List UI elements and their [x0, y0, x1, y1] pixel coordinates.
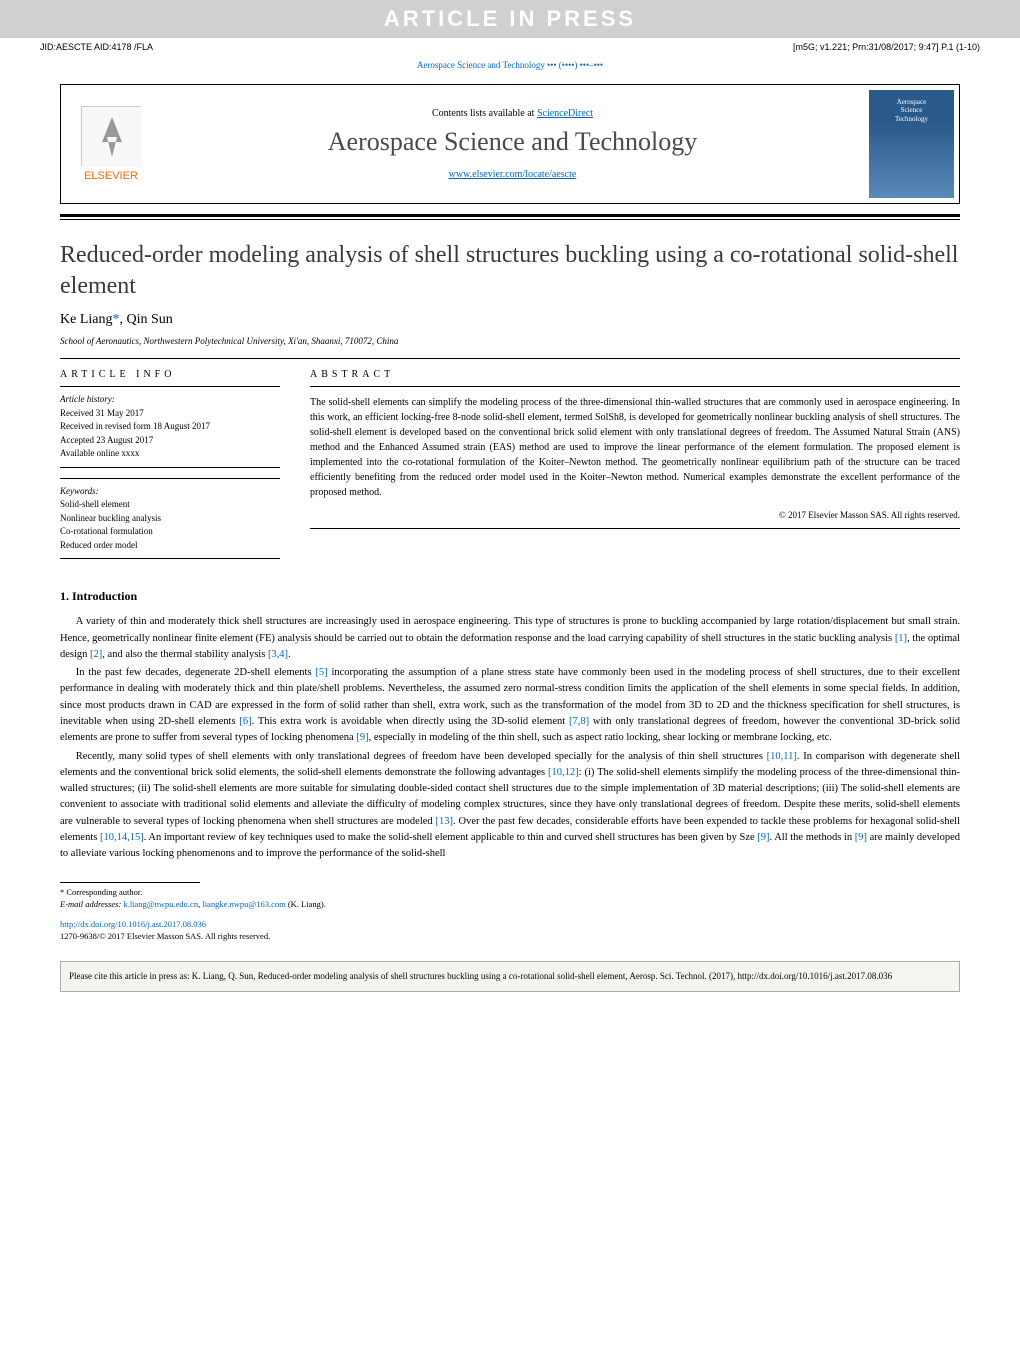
hr-thick — [60, 214, 960, 217]
footnote-email: E-mail addresses: k.liang@nwpu.edu.cn, l… — [60, 899, 960, 911]
footnote-sep — [60, 882, 200, 883]
keyword-0: Solid-shell element — [60, 498, 280, 512]
ref-9a[interactable]: [9] — [356, 732, 368, 743]
p1d: . — [288, 649, 291, 660]
authors: Ke Liang*, Qin Sun — [60, 312, 960, 328]
ref-1011[interactable]: [10,11] — [767, 751, 797, 762]
ref-13[interactable]: [13] — [436, 816, 454, 827]
ref-9c[interactable]: [9] — [855, 832, 867, 843]
keyword-1: Nonlinear buckling analysis — [60, 512, 280, 526]
online-date: Available online xxxx — [60, 447, 280, 461]
sciencedirect-link[interactable]: ScienceDirect — [537, 108, 593, 119]
article-info-col: ARTICLE INFO Article history: Received 3… — [60, 369, 280, 559]
corr-mark[interactable]: * — [112, 312, 119, 327]
author-2: Qin Sun — [126, 312, 172, 327]
para-1: A variety of thin and moderately thick s… — [60, 614, 960, 663]
keyword-3: Reduced order model — [60, 539, 280, 553]
ref-34[interactable]: [3,4] — [268, 649, 288, 660]
ref-1012[interactable]: [10,12] — [548, 767, 579, 778]
p3e: . An important review of key techniques … — [144, 832, 758, 843]
ref-78[interactable]: [7,8] — [569, 716, 589, 727]
email-name: (K. Liang). — [286, 899, 326, 909]
header-meta-right: [m5G; v1.221; Prn:31/08/2017; 9:47] P.1 … — [793, 42, 980, 52]
p2e: , especially in modeling of the thin she… — [369, 732, 832, 743]
abstract-header: ABSTRACT — [310, 369, 960, 380]
para-3: Recently, many solid types of shell elem… — [60, 749, 960, 863]
para-2: In the past few decades, degenerate 2D-s… — [60, 665, 960, 746]
journal-center: Contents lists available at ScienceDirec… — [161, 85, 864, 203]
received-date: Received 31 May 2017 — [60, 407, 280, 421]
journal-link[interactable]: www.elsevier.com/locate/aescte — [449, 169, 577, 180]
sep-line — [60, 358, 960, 359]
ref-9b[interactable]: [9] — [757, 832, 769, 843]
article-info-header: ARTICLE INFO — [60, 369, 280, 380]
contents-line: Contents lists available at ScienceDirec… — [432, 108, 593, 119]
p1c: , and also the thermal stability analysi… — [102, 649, 268, 660]
elsevier-tree-icon — [81, 106, 141, 166]
info-abstract-row: ARTICLE INFO Article history: Received 3… — [60, 369, 960, 559]
ref-101415[interactable]: [10,14,15] — [100, 832, 144, 843]
author-1: Ke Liang — [60, 312, 112, 327]
footnote-corr: * Corresponding author. — [60, 887, 960, 899]
doi-line: http://dx.doi.org/10.1016/j.ast.2017.08.… — [60, 919, 960, 929]
ref-2[interactable]: [2] — [90, 649, 102, 660]
journal-ref: Aerospace Science and Technology ••• (••… — [0, 56, 1020, 74]
copyright-bottom: 1270-9638/© 2017 Elsevier Masson SAS. Al… — [60, 931, 960, 941]
abstract-text: The solid-shell elements can simplify th… — [310, 386, 960, 500]
journal-name: Aerospace Science and Technology — [328, 127, 698, 157]
p2c: . This extra work is avoidable when dire… — [252, 716, 569, 727]
article-history-block: Article history: Received 31 May 2017 Re… — [60, 386, 280, 468]
keywords-block: Keywords: Solid-shell element Nonlinear … — [60, 478, 280, 560]
affiliation: School of Aeronautics, Northwestern Poly… — [60, 336, 960, 346]
cover-thumb-text1: Aerospace — [897, 98, 927, 106]
header-meta: JID:AESCTE AID:4178 /FLA [m5G; v1.221; P… — [0, 38, 1020, 56]
ref-5[interactable]: [5] — [315, 667, 327, 678]
keywords-label: Keywords: — [60, 485, 280, 499]
section-1-heading: 1. Introduction — [60, 589, 960, 604]
cover-thumb-text2: Science — [901, 106, 923, 114]
doi-link[interactable]: http://dx.doi.org/10.1016/j.ast.2017.08.… — [60, 919, 206, 929]
elsevier-logo: ELSEVIER — [61, 85, 161, 203]
hr-thin — [60, 219, 960, 220]
cite-box: Please cite this article in press as: K.… — [60, 961, 960, 992]
ref-6[interactable]: [6] — [239, 716, 251, 727]
p1a: A variety of thin and moderately thick s… — [60, 616, 960, 643]
article-title: Reduced-order modeling analysis of shell… — [60, 240, 960, 302]
section-introduction: 1. Introduction A variety of thin and mo… — [60, 589, 960, 862]
email-2[interactable]: liangke.nwpu@163.com — [202, 899, 285, 909]
cover-thumb-text3: Technology — [895, 115, 928, 123]
revised-date: Received in revised form 18 August 2017 — [60, 420, 280, 434]
p3f: . All the methods in — [770, 832, 855, 843]
email-1[interactable]: k.liang@nwpu.edu.cn — [123, 899, 198, 909]
accepted-date: Accepted 23 August 2017 — [60, 434, 280, 448]
email-label: E-mail addresses: — [60, 899, 123, 909]
keyword-2: Co-rotational formulation — [60, 525, 280, 539]
journal-header: ELSEVIER Contents lists available at Sci… — [60, 84, 960, 204]
abstract-copyright: © 2017 Elsevier Masson SAS. All rights r… — [310, 510, 960, 529]
header-meta-left: JID:AESCTE AID:4178 /FLA — [40, 42, 153, 52]
p3a: Recently, many solid types of shell elem… — [76, 751, 767, 762]
p2a: In the past few decades, degenerate 2D-s… — [76, 667, 316, 678]
watermark-banner: ARTICLE IN PRESS — [0, 0, 1020, 38]
history-label: Article history: — [60, 393, 280, 407]
ref-1[interactable]: [1] — [895, 633, 907, 644]
abstract-col: ABSTRACT The solid-shell elements can si… — [310, 369, 960, 559]
contents-prefix: Contents lists available at — [432, 108, 537, 119]
cover-thumb: Aerospace Science Technology — [869, 90, 954, 198]
elsevier-text: ELSEVIER — [84, 170, 138, 182]
